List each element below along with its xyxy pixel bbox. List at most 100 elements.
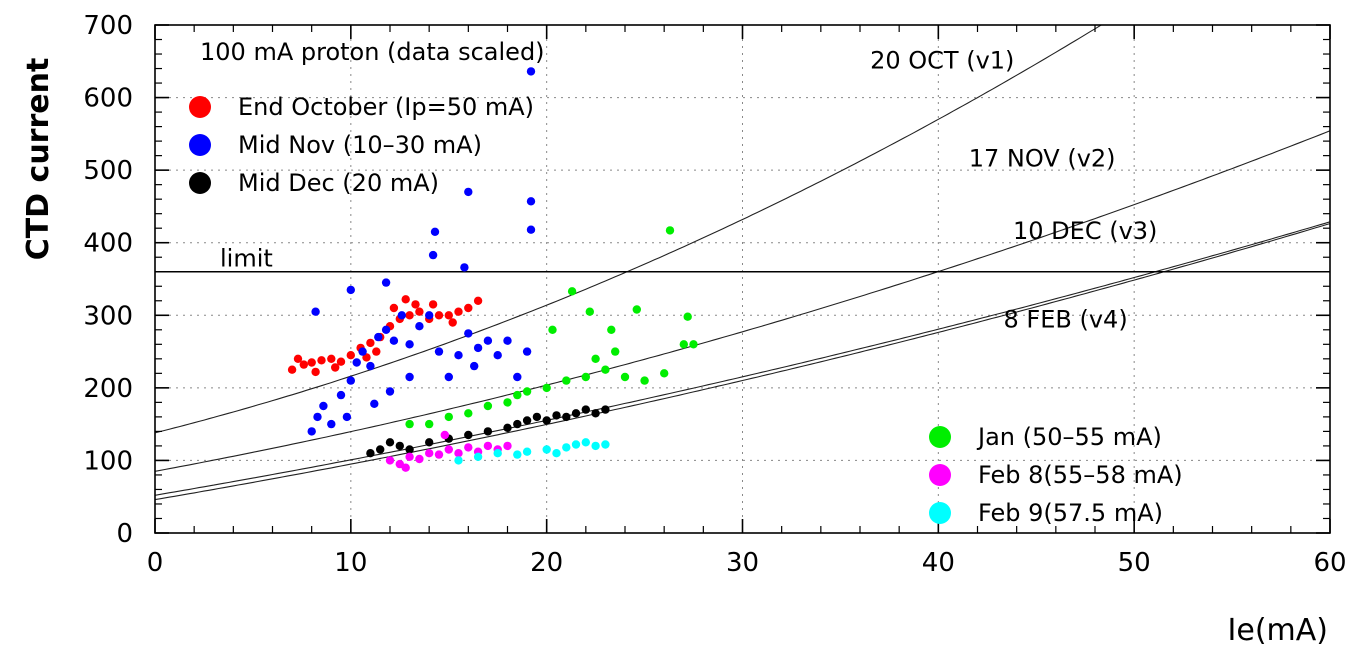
- x-tick-label: 50: [1118, 548, 1151, 578]
- data-point: [562, 412, 571, 422]
- data-point: [311, 367, 320, 377]
- data-point: [372, 347, 381, 356]
- data-point: [454, 456, 463, 465]
- data-point: [601, 405, 610, 414]
- data-point: [434, 450, 444, 459]
- legend-marker: [189, 172, 211, 194]
- data-point: [307, 358, 316, 367]
- data-point: [513, 390, 522, 400]
- data-point: [448, 318, 457, 327]
- data-point: [522, 447, 532, 456]
- x-tick-label: 60: [1313, 548, 1346, 578]
- data-point: [293, 354, 303, 363]
- curve-label: 10 DEC (v3): [1013, 217, 1157, 245]
- data-point: [385, 456, 395, 465]
- data-point: [571, 440, 581, 449]
- x-tick-label: 0: [147, 548, 164, 578]
- data-point: [503, 398, 512, 407]
- data-point: [473, 343, 483, 353]
- data-point: [425, 438, 434, 447]
- legend-label: Mid Nov (10–30 mA): [238, 131, 482, 159]
- legend-marker: [189, 134, 211, 156]
- data-point: [562, 376, 571, 385]
- data-point: [346, 351, 355, 360]
- data-point: [689, 340, 698, 349]
- data-point: [374, 332, 383, 342]
- data-point: [428, 250, 438, 260]
- x-axis-title: Ie(mA): [1228, 613, 1328, 648]
- model-curve: [155, 130, 1330, 472]
- limit-label: limit: [220, 245, 273, 273]
- data-point: [552, 411, 561, 420]
- data-point: [385, 387, 395, 396]
- data-point: [346, 376, 355, 385]
- data-point: [464, 329, 473, 338]
- data-point: [299, 360, 308, 369]
- data-point: [405, 445, 414, 454]
- data-point: [415, 454, 424, 464]
- data-point: [581, 405, 590, 414]
- data-point: [425, 419, 434, 429]
- data-point: [503, 423, 512, 432]
- curve-label: 17 NOV (v2): [969, 145, 1116, 173]
- x-tick-label: 40: [922, 548, 955, 578]
- data-point: [665, 226, 675, 235]
- data-point: [632, 305, 641, 314]
- data-point: [571, 409, 581, 418]
- model-curve: [155, 221, 1330, 496]
- data-point: [287, 365, 297, 374]
- legend-marker: [929, 426, 951, 448]
- data-point: [327, 354, 336, 363]
- legend-marker: [929, 502, 951, 524]
- data-point: [640, 376, 649, 385]
- data-point: [513, 419, 522, 429]
- data-point: [381, 278, 391, 287]
- data-point: [366, 361, 375, 371]
- data-point: [346, 285, 355, 295]
- data-point: [370, 399, 379, 408]
- data-point: [473, 452, 483, 461]
- data-point: [464, 430, 473, 440]
- data-point: [336, 390, 346, 400]
- data-point: [683, 312, 692, 321]
- data-point: [542, 383, 551, 393]
- series-group: [454, 438, 610, 465]
- data-point: [581, 438, 590, 447]
- data-point: [395, 441, 404, 451]
- data-point: [470, 361, 479, 371]
- data-point: [454, 307, 463, 316]
- data-point: [591, 354, 600, 363]
- data-point: [381, 325, 391, 334]
- y-tick-label: 600: [83, 84, 133, 114]
- data-point: [401, 463, 410, 472]
- data-point: [493, 449, 502, 458]
- data-point: [454, 449, 463, 458]
- y-tick-label: 100: [83, 446, 133, 476]
- data-point: [358, 347, 367, 356]
- data-point: [336, 357, 346, 366]
- y-tick-label: 500: [83, 156, 133, 186]
- data-point: [522, 387, 532, 396]
- y-tick-label: 700: [83, 11, 133, 41]
- data-point: [460, 263, 469, 272]
- data-point: [425, 311, 434, 320]
- legend-label: End October (Ip=50 mA): [238, 93, 534, 121]
- data-point: [327, 419, 336, 429]
- data-point: [464, 443, 473, 452]
- data-point: [591, 409, 600, 418]
- data-point: [389, 336, 399, 345]
- series-group: [287, 295, 483, 377]
- data-point: [464, 187, 473, 197]
- legend-label: Jan (50–55 mA): [976, 423, 1162, 451]
- legend-marker: [189, 96, 211, 118]
- legend: End October (Ip=50 mA) Mid Nov (10–30 mA)…: [189, 93, 1183, 527]
- data-point: [607, 325, 616, 334]
- data-point: [444, 412, 453, 422]
- model-curves: [155, 25, 1330, 501]
- data-point: [440, 430, 449, 440]
- data-point: [405, 419, 414, 429]
- curve-label: 20 OCT (v1): [870, 47, 1014, 75]
- data-point: [428, 300, 438, 309]
- data-point: [483, 336, 493, 345]
